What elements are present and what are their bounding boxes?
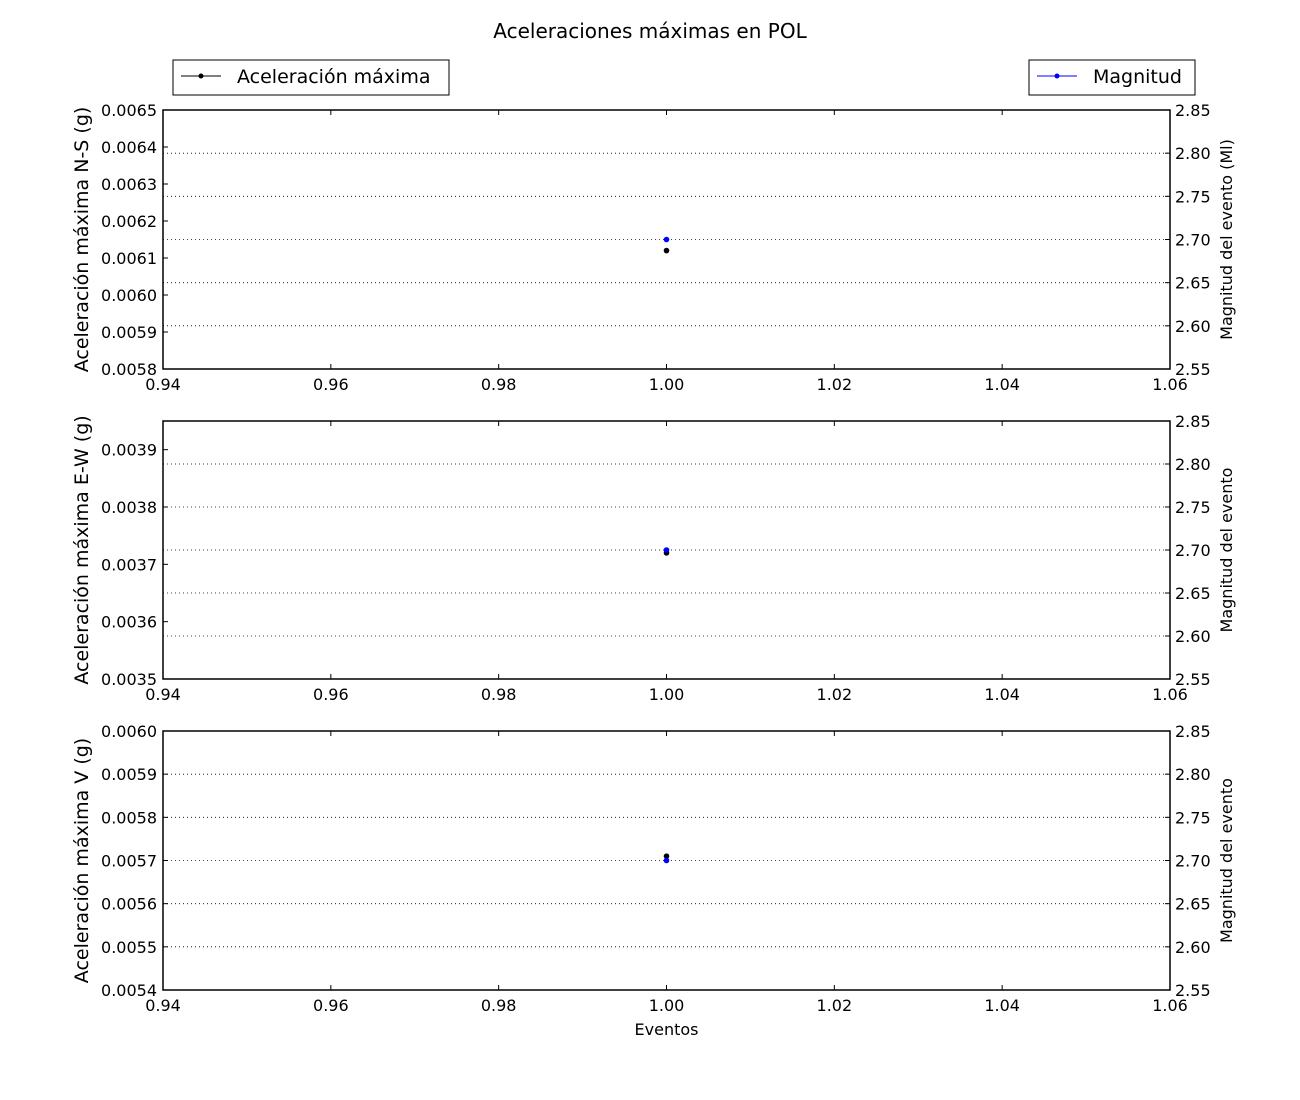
legend-magnitude: Magnitud xyxy=(1028,59,1196,96)
x-tick-label: 0.96 xyxy=(313,685,349,704)
x-tick-label: 0.96 xyxy=(313,375,349,394)
y2-tick-label: 2.70 xyxy=(1175,541,1211,560)
y-tick-label: 0.0057 xyxy=(101,852,157,871)
y2-tick-label: 2.60 xyxy=(1175,317,1211,336)
y-axis-label: Aceleración máxima E-W (g) xyxy=(71,415,93,684)
y2-tick-label: 2.60 xyxy=(1175,627,1211,646)
y2-tick-label: 2.75 xyxy=(1175,498,1211,517)
legend-magnitude-label: Magnitud xyxy=(1093,66,1182,88)
y2-tick-label: 2.80 xyxy=(1175,144,1211,163)
legend-acceleration-label: Aceleración máxima xyxy=(237,66,430,88)
y2-tick-label: 2.75 xyxy=(1175,187,1211,206)
x-tick-label: 1.06 xyxy=(1152,685,1188,704)
x-tick-label: 1.02 xyxy=(817,996,853,1015)
plot-frame xyxy=(162,420,1171,680)
plot-frame xyxy=(162,730,1171,991)
y-axis-label: Aceleración máxima V (g) xyxy=(71,738,93,983)
y-tick-label: 0.0058 xyxy=(101,360,157,379)
legend-acceleration-box xyxy=(172,59,450,96)
y-tick-label: 0.0060 xyxy=(101,722,157,741)
x-tick-label: 1.02 xyxy=(817,375,853,394)
y-tick-label: 0.0038 xyxy=(101,498,157,517)
x-tick-label: 0.96 xyxy=(313,996,349,1015)
y2-axis-label: Magnitud del evento xyxy=(1217,778,1236,943)
y-tick-label: 0.0059 xyxy=(101,323,157,342)
y-tick-label: 0.0054 xyxy=(101,981,157,1000)
plot-frame xyxy=(162,109,1171,370)
magnitude-point xyxy=(663,236,670,243)
x-tick-label: 1.02 xyxy=(817,685,853,704)
y-tick-label: 0.0064 xyxy=(101,138,157,157)
legend-acceleration: Aceleración máxima xyxy=(172,59,450,96)
chart-title: Aceleraciones máximas en POL xyxy=(493,19,807,43)
x-tick-label: 0.98 xyxy=(481,685,517,704)
y2-axis-label: Magnitud del evento (Ml) xyxy=(1217,139,1236,340)
y2-tick-label: 2.65 xyxy=(1175,274,1211,293)
y2-tick-label: 2.85 xyxy=(1175,101,1211,120)
y2-tick-label: 2.55 xyxy=(1175,670,1211,689)
y2-tick-label: 2.80 xyxy=(1175,455,1211,474)
y-axis-label: Aceleración máxima N-S (g) xyxy=(71,107,93,373)
x-tick-label: 1.04 xyxy=(984,375,1020,394)
x-tick-label: 0.94 xyxy=(145,996,181,1015)
y2-tick-label: 2.70 xyxy=(1175,852,1211,871)
y2-tick-label: 2.55 xyxy=(1175,360,1211,379)
x-tick-label: 0.94 xyxy=(145,685,181,704)
x-tick-label: 0.98 xyxy=(481,375,517,394)
subplots: 0.0058 0.0059 0.0060 0.0061 0.0062 0.0063 0.00… xyxy=(71,101,1236,1039)
y2-tick-label: 2.75 xyxy=(1175,808,1211,827)
y2-tick-label: 2.85 xyxy=(1175,722,1211,741)
y2-tick-label: 2.80 xyxy=(1175,765,1211,784)
legend-magnitude-marker xyxy=(1054,73,1060,79)
y-tick-label: 0.0062 xyxy=(101,212,157,231)
x-tick-label: 1.06 xyxy=(1152,375,1188,394)
subplot-2: 0.0035 0.0036 0.0037 0.0038 0.0039 2.55 2.60 2.… xyxy=(71,412,1236,704)
x-tick-label: 1.00 xyxy=(649,375,685,394)
y-tick-label: 0.0063 xyxy=(101,175,157,194)
y2-tick-label: 2.65 xyxy=(1175,584,1211,603)
x-tick-label: 1.06 xyxy=(1152,996,1188,1015)
y-tick-label: 0.0039 xyxy=(101,441,157,460)
x-tick-label: 1.04 xyxy=(984,685,1020,704)
legend-acceleration-marker xyxy=(198,73,204,79)
y2-tick-label: 2.65 xyxy=(1175,895,1211,914)
y-tick-label: 0.0065 xyxy=(101,101,157,120)
x-axis-label: Eventos xyxy=(635,1020,699,1039)
y-tick-label: 0.0061 xyxy=(101,249,157,268)
subplot-1: 0.0058 0.0059 0.0060 0.0061 0.0062 0.0063 0.00… xyxy=(71,101,1236,394)
y-tick-label: 0.0056 xyxy=(101,895,157,914)
x-tick-label: 0.94 xyxy=(145,375,181,394)
x-tick-label: 1.00 xyxy=(649,685,685,704)
y-tick-label: 0.0036 xyxy=(101,613,157,632)
y-tick-label: 0.0035 xyxy=(101,670,157,689)
x-tick-label: 1.04 xyxy=(984,996,1020,1015)
acceleration-point xyxy=(663,247,670,254)
y-tick-label: 0.0060 xyxy=(101,286,157,305)
acceleration-point xyxy=(663,853,670,859)
y2-tick-label: 2.55 xyxy=(1175,981,1211,1000)
y-tick-label: 0.0058 xyxy=(101,808,157,827)
y2-tick-label: 2.85 xyxy=(1175,412,1211,431)
y2-axis-label: Magnitud del evento xyxy=(1217,468,1236,633)
y2-tick-label: 2.70 xyxy=(1175,231,1211,250)
y-tick-label: 0.0059 xyxy=(101,765,157,784)
y2-tick-label: 2.60 xyxy=(1175,938,1211,957)
x-tick-label: 0.98 xyxy=(481,996,517,1015)
x-tick-label: 1.00 xyxy=(649,996,685,1015)
y-tick-label: 0.0037 xyxy=(101,555,157,574)
y-tick-label: 0.0055 xyxy=(101,938,157,957)
magnitude-point xyxy=(663,857,670,864)
subplot-3: 0.0054 0.0055 0.0056 0.0057 0.0058 0.0059 0.00… xyxy=(71,722,1236,1039)
magnitude-point xyxy=(663,547,670,553)
